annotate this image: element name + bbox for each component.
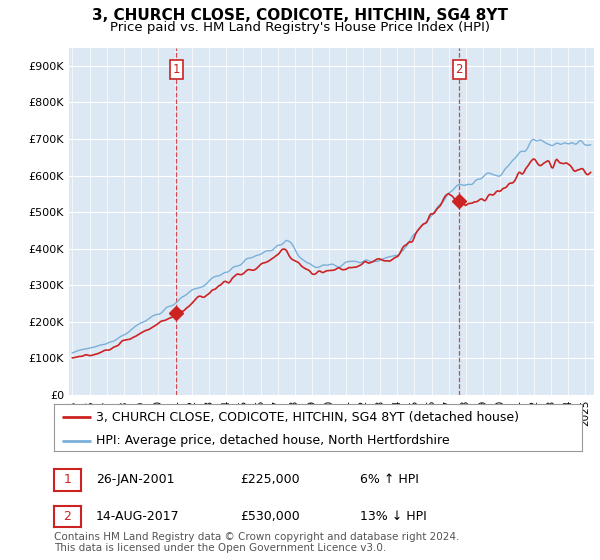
Text: £225,000: £225,000 [240, 473, 299, 487]
Text: 3, CHURCH CLOSE, CODICOTE, HITCHIN, SG4 8YT (detached house): 3, CHURCH CLOSE, CODICOTE, HITCHIN, SG4 … [96, 411, 519, 424]
Text: Price paid vs. HM Land Registry's House Price Index (HPI): Price paid vs. HM Land Registry's House … [110, 21, 490, 34]
Text: 2: 2 [64, 510, 71, 523]
Text: 13% ↓ HPI: 13% ↓ HPI [360, 510, 427, 523]
Text: 1: 1 [172, 63, 180, 76]
Text: 2: 2 [455, 63, 463, 76]
Text: Contains HM Land Registry data © Crown copyright and database right 2024.
This d: Contains HM Land Registry data © Crown c… [54, 531, 460, 553]
Text: 1: 1 [64, 473, 71, 487]
Text: HPI: Average price, detached house, North Hertfordshire: HPI: Average price, detached house, Nort… [96, 434, 450, 447]
Text: 3, CHURCH CLOSE, CODICOTE, HITCHIN, SG4 8YT: 3, CHURCH CLOSE, CODICOTE, HITCHIN, SG4 … [92, 8, 508, 24]
Text: 14-AUG-2017: 14-AUG-2017 [96, 510, 179, 523]
Text: 6% ↑ HPI: 6% ↑ HPI [360, 473, 419, 487]
Text: 26-JAN-2001: 26-JAN-2001 [96, 473, 175, 487]
Text: £530,000: £530,000 [240, 510, 300, 523]
